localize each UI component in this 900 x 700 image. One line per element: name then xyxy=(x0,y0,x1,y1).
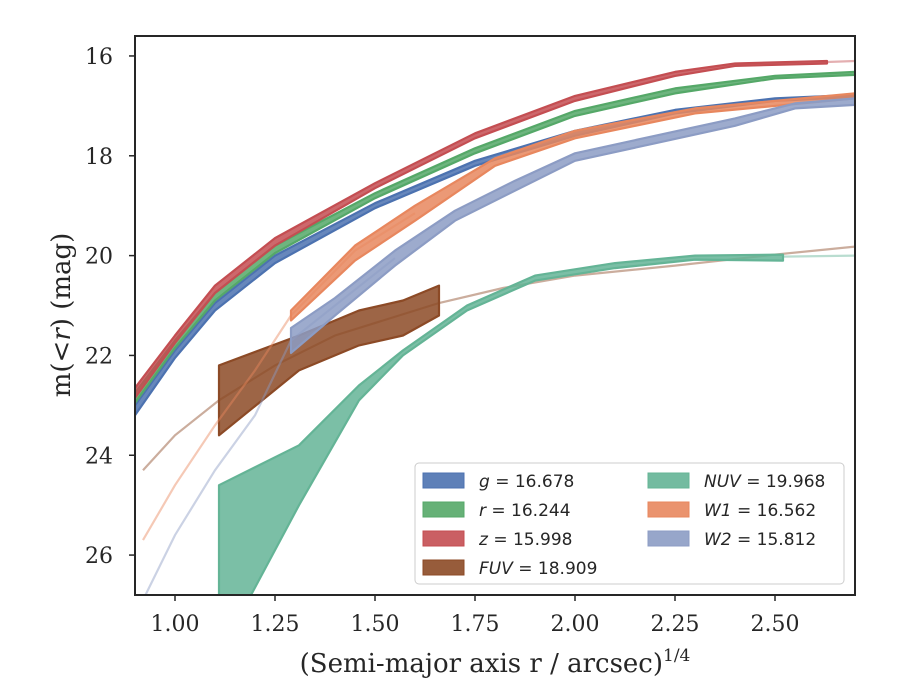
x-axis-label: (Semi-major axis r / arcsec)1/4 xyxy=(300,646,691,679)
legend-entry-w1: W1 = 16.562 xyxy=(647,501,816,521)
x-tick-label: 2.25 xyxy=(651,612,700,637)
legend-label-r: r = 16.244 xyxy=(479,501,571,521)
legend-swatch-g xyxy=(422,472,465,489)
legend-label-w1: W1 = 16.562 xyxy=(704,501,816,521)
legend-value: = 16.244 xyxy=(486,501,571,521)
y-tick-label: 26 xyxy=(85,544,113,569)
legend-label-nuv: NUV = 19.968 xyxy=(704,472,825,492)
legend-entry-nuv: NUV = 19.968 xyxy=(647,472,825,492)
series-nuv-faint-line xyxy=(782,254,855,258)
legend-value: = 18.909 xyxy=(513,559,598,579)
x-axis-label-main: (Semi-major axis r / arcsec) xyxy=(300,649,663,679)
y-axis-label-lt: < xyxy=(47,341,77,363)
x-axis-label-superscript: 1/4 xyxy=(663,646,690,666)
legend-swatch-nuv xyxy=(647,472,690,489)
legend-swatch-fuv xyxy=(422,559,465,576)
legend-swatch-r xyxy=(422,501,465,518)
legend-value: = 16.678 xyxy=(490,472,575,492)
legend-value: = 15.998 xyxy=(488,530,573,550)
legend-label-fuv: FUV = 18.909 xyxy=(479,559,597,579)
y-axis-label-open: m( xyxy=(47,362,77,397)
legend-symbol: g xyxy=(479,472,490,492)
legend-entry-fuv: FUV = 18.909 xyxy=(422,559,597,579)
x-tick-label: 2.00 xyxy=(551,612,600,637)
legend-entry-w2: W2 = 15.812 xyxy=(647,530,816,550)
series-z-faint-line xyxy=(826,59,855,64)
y-axis-label-var: r xyxy=(47,327,77,341)
plot-frame xyxy=(134,35,856,596)
y-axis-label: m(<r) (mag) xyxy=(47,233,77,398)
legend-swatch-z xyxy=(422,530,465,547)
legend-swatch-w1 xyxy=(647,501,690,518)
series-z-band xyxy=(135,59,829,399)
legend-swatch-w2 xyxy=(647,530,690,547)
series-r-band xyxy=(135,70,855,404)
series-w2-band xyxy=(289,97,855,354)
series-w1-band xyxy=(289,92,855,322)
legend-symbol: W2 xyxy=(704,530,732,550)
legend-symbol: NUV xyxy=(704,472,742,492)
x-tick-label: 1.75 xyxy=(451,612,500,637)
y-tick-label: 22 xyxy=(85,344,113,369)
y-tick-label: 18 xyxy=(85,145,113,170)
y-tick-label: 16 xyxy=(85,45,113,70)
legend-symbol: FUV xyxy=(479,559,514,579)
legend-label-w2: W2 = 15.812 xyxy=(704,530,816,550)
y-tick-label: 20 xyxy=(85,245,113,270)
legend-value: = 15.812 xyxy=(732,530,817,550)
series-fuv-band xyxy=(217,284,441,437)
x-tick-label: 1.25 xyxy=(251,612,300,637)
legend-symbol: W1 xyxy=(704,501,732,521)
legend-entry-z: z = 15.998 xyxy=(422,530,572,550)
x-tick-label: 1.00 xyxy=(151,612,200,637)
legend-value: = 19.968 xyxy=(741,472,826,492)
x-tick-label: 2.50 xyxy=(751,612,800,637)
series-nuv-band xyxy=(217,253,785,595)
y-axis-label-close: ) (mag) xyxy=(47,233,77,329)
legend-entry-r: r = 16.244 xyxy=(422,501,571,521)
series-layer xyxy=(135,59,855,595)
legend-label-g: g = 16.678 xyxy=(479,472,574,492)
legend-entry-g: g = 16.678 xyxy=(422,472,574,492)
x-tick-label: 1.50 xyxy=(351,612,400,637)
legend-symbol: r xyxy=(479,501,487,521)
y-tick-label: 24 xyxy=(85,444,113,469)
legend-label-z: z = 15.998 xyxy=(478,530,572,550)
legend-box xyxy=(414,462,845,585)
legend-symbol: z xyxy=(478,530,489,550)
legend-value: = 16.562 xyxy=(732,501,817,521)
ticks-layer: 1.00 1.25 1.50 1.75 2.00 2.25 2.50 16 18 20 22 24 26 xyxy=(85,45,799,637)
